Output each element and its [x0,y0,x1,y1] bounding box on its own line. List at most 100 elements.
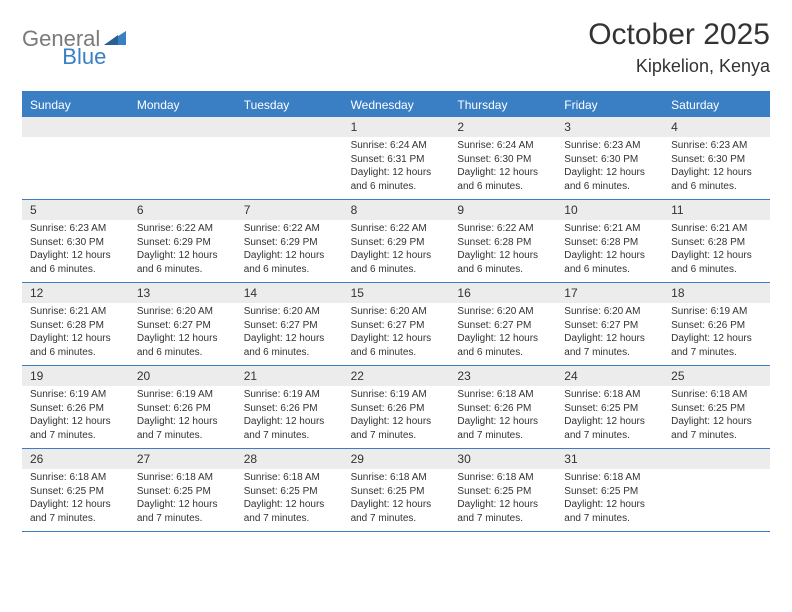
sunrise-text: Sunrise: 6:18 AM [457,471,548,485]
sunset-text: Sunset: 6:28 PM [457,236,548,250]
daylight2-text: and 7 minutes. [671,429,762,443]
sunrise-text: Sunrise: 6:21 AM [671,222,762,236]
calendar-cell: 17Sunrise: 6:20 AMSunset: 6:27 PMDayligh… [556,283,663,365]
daylight2-text: and 6 minutes. [457,263,548,277]
sunrise-text: Sunrise: 6:18 AM [137,471,228,485]
daylight2-text: and 6 minutes. [351,180,442,194]
daylight2-text: and 7 minutes. [457,429,548,443]
sunset-text: Sunset: 6:27 PM [137,319,228,333]
daylight1-text: Daylight: 12 hours [564,249,655,263]
daylight2-text: and 7 minutes. [137,429,228,443]
daylight2-text: and 6 minutes. [137,346,228,360]
sunrise-text: Sunrise: 6:19 AM [671,305,762,319]
daylight1-text: Daylight: 12 hours [671,332,762,346]
daylight2-text: and 6 minutes. [30,346,121,360]
day-number: 20 [129,366,236,386]
day-number [22,117,129,137]
daylight1-text: Daylight: 12 hours [137,498,228,512]
calendar-cell: 6Sunrise: 6:22 AMSunset: 6:29 PMDaylight… [129,200,236,282]
daylight1-text: Daylight: 12 hours [457,332,548,346]
sunrise-text: Sunrise: 6:18 AM [244,471,335,485]
day-number: 22 [343,366,450,386]
sunset-text: Sunset: 6:26 PM [457,402,548,416]
sunrise-text: Sunrise: 6:21 AM [564,222,655,236]
cell-body: Sunrise: 6:23 AMSunset: 6:30 PMDaylight:… [556,137,663,199]
sunrise-text: Sunrise: 6:23 AM [671,139,762,153]
week-row: 1Sunrise: 6:24 AMSunset: 6:31 PMDaylight… [22,117,770,200]
sunset-text: Sunset: 6:26 PM [244,402,335,416]
sunset-text: Sunset: 6:25 PM [457,485,548,499]
daylight1-text: Daylight: 12 hours [671,166,762,180]
week-row: 19Sunrise: 6:19 AMSunset: 6:26 PMDayligh… [22,366,770,449]
sunrise-text: Sunrise: 6:19 AM [244,388,335,402]
cell-body: Sunrise: 6:22 AMSunset: 6:29 PMDaylight:… [343,220,450,282]
calendar-cell [129,117,236,199]
day-header-thu: Thursday [449,93,556,117]
cell-body: Sunrise: 6:21 AMSunset: 6:28 PMDaylight:… [663,220,770,282]
calendar-cell: 4Sunrise: 6:23 AMSunset: 6:30 PMDaylight… [663,117,770,199]
sunset-text: Sunset: 6:30 PM [457,153,548,167]
daylight1-text: Daylight: 12 hours [244,415,335,429]
daylight2-text: and 6 minutes. [351,263,442,277]
logo-triangle-icon [104,29,126,50]
cell-body: Sunrise: 6:19 AMSunset: 6:26 PMDaylight:… [663,303,770,365]
calendar-cell: 30Sunrise: 6:18 AMSunset: 6:25 PMDayligh… [449,449,556,531]
daylight2-text: and 6 minutes. [564,263,655,277]
sunrise-text: Sunrise: 6:18 AM [30,471,121,485]
calendar-cell: 11Sunrise: 6:21 AMSunset: 6:28 PMDayligh… [663,200,770,282]
day-number [663,449,770,469]
calendar-cell: 19Sunrise: 6:19 AMSunset: 6:26 PMDayligh… [22,366,129,448]
daylight1-text: Daylight: 12 hours [457,415,548,429]
cell-body: Sunrise: 6:22 AMSunset: 6:28 PMDaylight:… [449,220,556,282]
calendar-cell: 13Sunrise: 6:20 AMSunset: 6:27 PMDayligh… [129,283,236,365]
sunrise-text: Sunrise: 6:21 AM [30,305,121,319]
title-block: October 2025 Kipkelion, Kenya [588,18,770,77]
cell-body: Sunrise: 6:18 AMSunset: 6:25 PMDaylight:… [556,469,663,531]
daylight2-text: and 7 minutes. [137,512,228,526]
daylight1-text: Daylight: 12 hours [671,415,762,429]
header: General Blue October 2025 Kipkelion, Ken… [22,18,770,77]
cell-body: Sunrise: 6:19 AMSunset: 6:26 PMDaylight:… [22,386,129,448]
calendar-cell: 3Sunrise: 6:23 AMSunset: 6:30 PMDaylight… [556,117,663,199]
sunrise-text: Sunrise: 6:20 AM [457,305,548,319]
sunset-text: Sunset: 6:30 PM [30,236,121,250]
daylight2-text: and 6 minutes. [351,346,442,360]
calendar-cell: 14Sunrise: 6:20 AMSunset: 6:27 PMDayligh… [236,283,343,365]
daylight2-text: and 7 minutes. [30,429,121,443]
cell-body: Sunrise: 6:24 AMSunset: 6:31 PMDaylight:… [343,137,450,199]
daylight2-text: and 6 minutes. [671,180,762,194]
sunrise-text: Sunrise: 6:22 AM [137,222,228,236]
sunrise-text: Sunrise: 6:18 AM [564,471,655,485]
daylight1-text: Daylight: 12 hours [564,498,655,512]
day-number: 3 [556,117,663,137]
cell-body: Sunrise: 6:20 AMSunset: 6:27 PMDaylight:… [556,303,663,365]
sunset-text: Sunset: 6:29 PM [244,236,335,250]
calendar-cell: 7Sunrise: 6:22 AMSunset: 6:29 PMDaylight… [236,200,343,282]
sunrise-text: Sunrise: 6:22 AM [457,222,548,236]
cell-body: Sunrise: 6:21 AMSunset: 6:28 PMDaylight:… [556,220,663,282]
sunset-text: Sunset: 6:29 PM [351,236,442,250]
daylight2-text: and 6 minutes. [244,346,335,360]
sunset-text: Sunset: 6:28 PM [564,236,655,250]
calendar-cell: 10Sunrise: 6:21 AMSunset: 6:28 PMDayligh… [556,200,663,282]
calendar-cell: 29Sunrise: 6:18 AMSunset: 6:25 PMDayligh… [343,449,450,531]
sunrise-text: Sunrise: 6:18 AM [351,471,442,485]
sunset-text: Sunset: 6:26 PM [137,402,228,416]
daylight1-text: Daylight: 12 hours [30,415,121,429]
day-number: 19 [22,366,129,386]
sunset-text: Sunset: 6:25 PM [244,485,335,499]
sunrise-text: Sunrise: 6:18 AM [671,388,762,402]
sunset-text: Sunset: 6:28 PM [671,236,762,250]
sunrise-text: Sunrise: 6:20 AM [244,305,335,319]
sunset-text: Sunset: 6:26 PM [671,319,762,333]
daylight2-text: and 7 minutes. [564,512,655,526]
calendar-cell: 31Sunrise: 6:18 AMSunset: 6:25 PMDayligh… [556,449,663,531]
calendar-cell: 15Sunrise: 6:20 AMSunset: 6:27 PMDayligh… [343,283,450,365]
calendar-cell [663,449,770,531]
sunset-text: Sunset: 6:27 PM [564,319,655,333]
day-header-sat: Saturday [663,93,770,117]
calendar-cell: 25Sunrise: 6:18 AMSunset: 6:25 PMDayligh… [663,366,770,448]
cell-body: Sunrise: 6:24 AMSunset: 6:30 PMDaylight:… [449,137,556,199]
day-header-wed: Wednesday [343,93,450,117]
day-number: 15 [343,283,450,303]
